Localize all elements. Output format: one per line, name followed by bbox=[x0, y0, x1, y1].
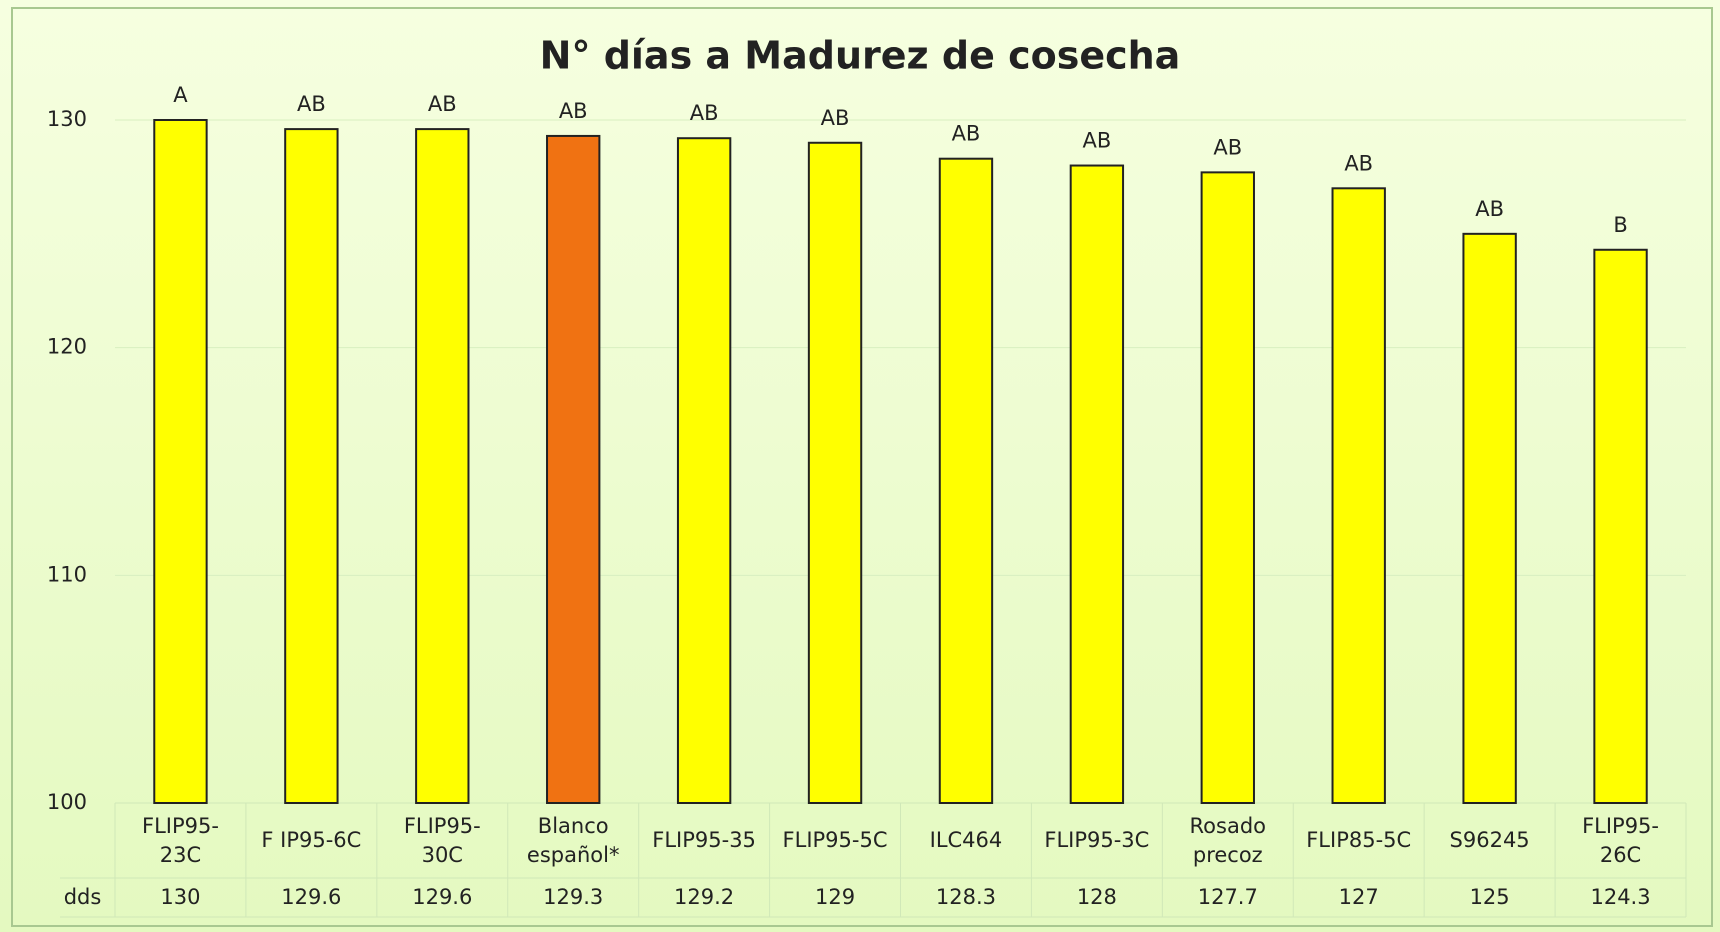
category-label: ILC464 bbox=[929, 828, 1003, 853]
bar bbox=[676, 137, 732, 805]
category-label: Blanco español* bbox=[526, 814, 620, 867]
chart-title: N° días a Madurez de cosecha bbox=[540, 34, 1181, 78]
category-label: FLIP85-5C bbox=[1306, 828, 1412, 853]
group-label: AB bbox=[821, 106, 850, 130]
category-label: Rosado precoz bbox=[1189, 814, 1267, 867]
table-value: 127 bbox=[1338, 885, 1379, 910]
bar bbox=[938, 157, 994, 805]
table-value: 128.3 bbox=[935, 885, 997, 910]
group-label: AB bbox=[297, 92, 326, 116]
table-value: 129 bbox=[814, 885, 856, 910]
table-value: 128 bbox=[1076, 885, 1117, 910]
bar bbox=[807, 141, 863, 804]
group-label: AB bbox=[952, 122, 981, 146]
table-value: 127.7 bbox=[1197, 885, 1258, 910]
category-label: FLIP95-35 bbox=[652, 828, 756, 853]
table-value: 130 bbox=[160, 885, 201, 910]
y-tick-label: 130 bbox=[47, 107, 87, 131]
table-value: 129.2 bbox=[674, 885, 735, 910]
category-label: S96245 bbox=[1449, 828, 1530, 853]
table-value: 125 bbox=[1469, 885, 1510, 910]
bar bbox=[546, 134, 601, 805]
bar bbox=[153, 119, 208, 804]
group-label: AB bbox=[1213, 135, 1242, 159]
category-label: FLIP95-5C bbox=[782, 828, 888, 853]
group-label: AB bbox=[428, 92, 457, 116]
chart-border bbox=[11, 7, 1713, 927]
group-label: AB bbox=[1344, 151, 1373, 175]
bar bbox=[415, 128, 470, 804]
group-label: AB bbox=[559, 99, 588, 123]
bar bbox=[284, 128, 339, 804]
group-label: B bbox=[1613, 213, 1627, 237]
category-label: F IP95-6C bbox=[261, 828, 362, 853]
table-value: 129.3 bbox=[543, 885, 604, 910]
bar bbox=[1462, 232, 1517, 805]
category-label: FLIP95-26C bbox=[1582, 814, 1659, 867]
table-value: 124.3 bbox=[1590, 885, 1651, 910]
table-value: 129.6 bbox=[412, 885, 473, 910]
group-label: A bbox=[173, 83, 188, 107]
row-header: dds bbox=[63, 885, 102, 910]
y-tick-label: 110 bbox=[47, 562, 87, 586]
group-label: AB bbox=[1475, 197, 1504, 221]
group-label: AB bbox=[690, 101, 719, 125]
bar bbox=[1069, 164, 1125, 805]
bar bbox=[1331, 187, 1386, 805]
y-tick-label: 120 bbox=[47, 335, 87, 359]
group-label: AB bbox=[1082, 129, 1111, 153]
category-label: FLIP95-30C bbox=[403, 814, 481, 867]
category-label: FLIP95-23C bbox=[141, 814, 219, 867]
bar bbox=[1593, 248, 1648, 804]
table-value: 129.6 bbox=[281, 885, 342, 910]
bar bbox=[1200, 171, 1255, 804]
category-label: FLIP95-3C bbox=[1044, 828, 1150, 853]
y-tick-label: 100 bbox=[47, 790, 87, 814]
